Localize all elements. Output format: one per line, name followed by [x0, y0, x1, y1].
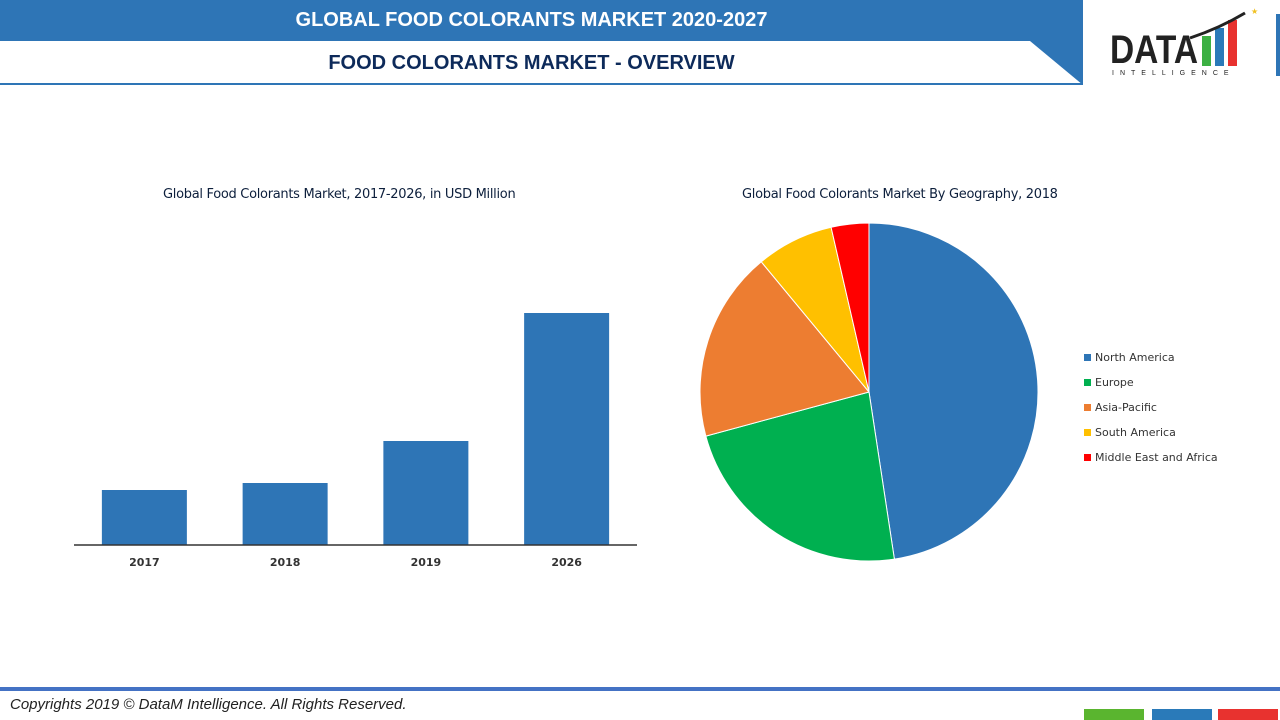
pie-slice-europe: [705, 391, 895, 562]
legend-swatch: [1084, 354, 1091, 361]
footer-divider: [0, 687, 1280, 691]
svg-text:DATA: DATA: [1110, 28, 1198, 72]
x-tick-label: 2019: [411, 556, 442, 569]
banner-shape: [1030, 41, 1083, 85]
legend-swatch: [1084, 454, 1091, 461]
bar-2018: [242, 483, 328, 545]
bar-2017: [101, 490, 187, 545]
legend-label: South America: [1095, 426, 1176, 439]
subtitle-banner: FOOD COLORANTS MARKET - OVERVIEW: [0, 41, 1083, 85]
copyright-text: Copyrights 2019 © DataM Intelligence. Al…: [10, 696, 407, 713]
legend-label: Asia-Pacific: [1095, 401, 1157, 414]
footer-red-block: [1218, 709, 1278, 720]
footer-blue-block: [1152, 709, 1212, 720]
legend-item: North America: [1084, 345, 1218, 370]
legend-label: North America: [1095, 351, 1175, 364]
pie-slice-asia-pacific: [699, 261, 870, 437]
legend-item: Middle East and Africa: [1084, 445, 1218, 470]
legend-label: Europe: [1095, 376, 1134, 389]
legend-label: Middle East and Africa: [1095, 451, 1218, 464]
legend-item: South America: [1084, 420, 1218, 445]
bar-2026: [524, 313, 610, 545]
legend-item: Europe: [1084, 370, 1218, 395]
logo-subtext: INTELLIGENCE: [1112, 70, 1235, 77]
footer-green-block: [1084, 709, 1144, 720]
pie-slice-middle-east-and-africa: [830, 222, 870, 393]
legend-swatch: [1084, 429, 1091, 436]
svg-text:★: ★: [1251, 8, 1258, 16]
legend-item: Asia-Pacific: [1084, 395, 1218, 420]
pie-slice-north-america: [868, 222, 1039, 560]
legend-swatch: [1084, 404, 1091, 411]
logo-border: [1276, 14, 1280, 76]
report-title: GLOBAL FOOD COLORANTS MARKET 2020-2027: [0, 0, 1083, 41]
pie-chart-title: Global Food Colorants Market By Geograph…: [742, 187, 1058, 202]
x-tick-label: 2026: [551, 556, 582, 569]
datam-logo: DATA ★ INTELLIGENCE: [1100, 8, 1260, 78]
section-title: FOOD COLORANTS MARKET - OVERVIEW: [328, 52, 735, 74]
header-divider: [0, 83, 1083, 85]
x-tick-label: 2017: [129, 556, 160, 569]
bar-chart-title: Global Food Colorants Market, 2017-2026,…: [163, 187, 516, 202]
bar-2019: [383, 441, 469, 545]
pie-legend: North America Europe Asia-Pacific South Ame…: [1084, 345, 1218, 470]
x-tick-label: 2018: [270, 556, 301, 569]
legend-swatch: [1084, 379, 1091, 386]
